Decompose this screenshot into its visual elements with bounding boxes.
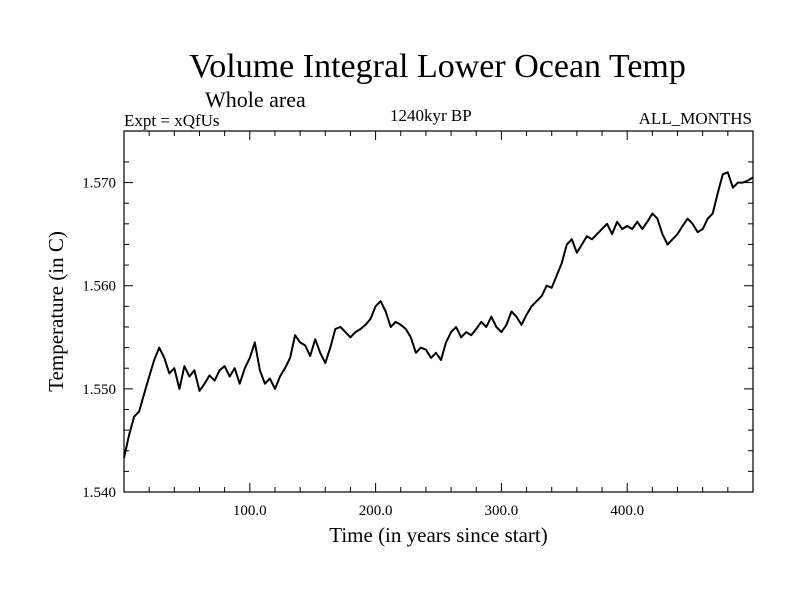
chart-title: Volume Integral Lower Ocean Temp — [189, 48, 686, 85]
x-axis-label: Time (in years since start) — [329, 523, 548, 547]
chart-subtitle: Whole area — [205, 87, 306, 112]
x-tick-label: 400.0 — [610, 503, 644, 519]
period-label: 1240kyr BP — [390, 106, 472, 125]
y-axis-label: Temperature (in C) — [44, 231, 68, 392]
x-tick-label: 300.0 — [485, 503, 519, 519]
months-label: ALL_MONTHS — [638, 109, 752, 128]
y-tick-label: 1.570 — [82, 176, 116, 192]
experiment-label: Expt = xQfUs — [124, 111, 220, 130]
x-tick-label: 100.0 — [233, 503, 267, 519]
y-tick-label: 1.540 — [82, 485, 116, 501]
x-tick-label: 200.0 — [359, 503, 393, 519]
tick-labels: 100.0 200.0 300.0 400.0 1.540 1.550 1.560 1.570 — [82, 176, 644, 519]
temperature-series-line — [123, 171, 754, 459]
tick-marks — [124, 131, 753, 492]
y-tick-label: 1.550 — [82, 382, 116, 398]
y-tick-label: 1.560 — [82, 279, 116, 295]
plot-frame — [123, 130, 754, 493]
